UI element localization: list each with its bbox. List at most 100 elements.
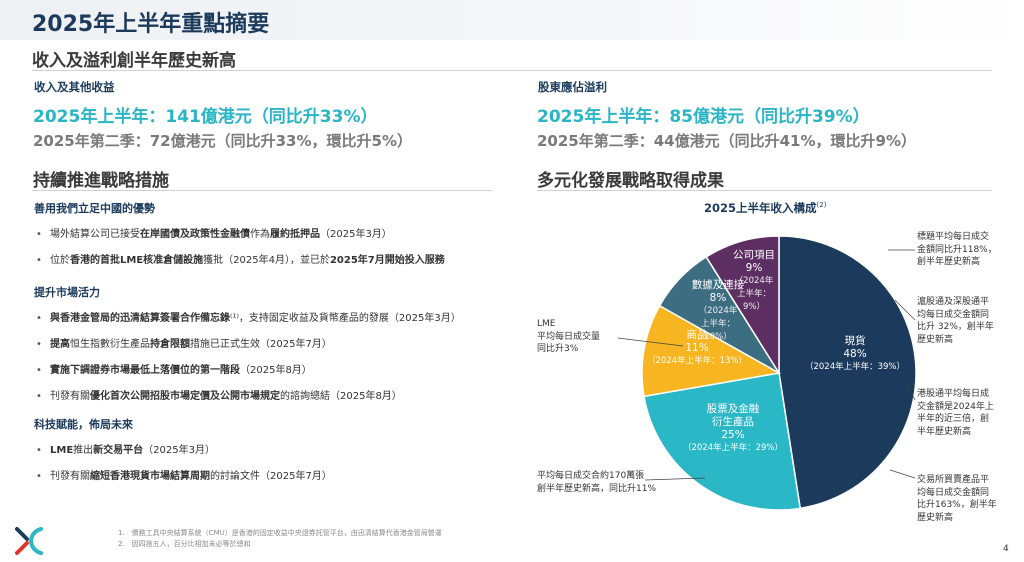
pie-label-line: 48% — [843, 348, 867, 360]
bullet-text: 刊發有關 — [50, 471, 90, 482]
pie-label-line: 公司項目 — [733, 249, 775, 261]
pie-label-line: 商品 — [686, 329, 708, 341]
annotation-line: 標題平均每日成交 — [917, 232, 990, 242]
annotation-line: 比升163%，創半年 — [917, 500, 997, 510]
strategy-group-title: 善用我們立足中國的優勢 — [34, 202, 155, 215]
pie-label-line: （2024年上半年：13%） — [646, 356, 748, 366]
leader-line — [644, 477, 706, 481]
pie-slice — [778, 235, 917, 510]
divider — [537, 190, 992, 191]
strategy-bullet: • 實施下調證券市場最低上落價位的第一階段（2025年8月） — [36, 361, 312, 376]
annotation-line: 滬股通及深股通平 — [917, 297, 990, 307]
strategy-bullet: • 位於香港的首批LME核准倉儲設施獲批（2025年4月），並已於2025年7月開… — [36, 251, 445, 266]
bullet-dot: • — [36, 471, 42, 482]
pie-slice — [705, 235, 780, 376]
bullet-dot: • — [36, 229, 42, 240]
annotation-line: 歷史新高 — [917, 512, 954, 523]
title-bar — [0, 0, 1024, 40]
pie-label-line: 25% — [721, 429, 745, 441]
pie-slice — [641, 304, 782, 398]
annotation-line: 金額同比升118%， — [917, 244, 997, 255]
divider — [32, 70, 992, 71]
pie-label-line: （2024年上半年：39%） — [804, 362, 906, 372]
bullet-text: 新交易平台 — [93, 445, 144, 456]
annotation-cash-4: 交易所買賣產品平 均每日成交金額同 比升163%，創半年 歷史新高 — [917, 474, 997, 524]
annotation-line: 比升 32%，創半年 — [917, 322, 994, 332]
bullet-text: 的諮詢總結（2025年8月） — [280, 391, 402, 402]
pie-slice — [643, 372, 802, 511]
bullet-text: 在岸國債及政策性金融債 — [140, 229, 250, 240]
bullet-text: ⁽¹⁾，支持固定收益及貨幣產品的發展（2025年3月） — [230, 313, 461, 324]
profit-h1: 2025年上半年：85億港元（同比升39%） — [537, 107, 870, 127]
bullet-text: 履約抵押品 — [270, 229, 320, 240]
annotation-line: LME — [537, 319, 556, 329]
bullet-dot: • — [36, 339, 42, 350]
bullet-text: 實施下調證券市場最低上落價位的第一階段 — [50, 365, 240, 376]
pie-label-line: 9% — [745, 262, 763, 274]
pie-label-line: 8% — [709, 292, 727, 304]
diversification-heading: 多元化發展戰略取得成果 — [537, 171, 724, 191]
annotation-cash-3: 港股通平均每日成 交金額是2024年上 半年的近三倍，創 半年歷史新高 — [917, 388, 994, 438]
pie-label-line: 現貨 — [844, 335, 866, 347]
strategy-group-title: 科技賦能，佈局未來 — [34, 418, 133, 431]
bullet-text: 作為 — [250, 229, 270, 240]
chart-title: 2025上半年收入構成(2) — [704, 200, 826, 216]
strategy-bullet: • 刊發有關縮短香港現貨市場結算周期的討論文件（2025年7月） — [36, 467, 332, 482]
bullet-text: 位於 — [50, 255, 70, 266]
pie-label-line: （2024年上半年：29%） — [682, 443, 784, 453]
annotation-line: 歷史新高 — [917, 334, 954, 345]
annotation-line: 均每日成交金額同 — [917, 487, 990, 498]
bullet-text: 香港的首批LME核准倉儲設施 — [70, 255, 204, 266]
pie-label-line: （2024年 — [698, 306, 738, 316]
bullet-dot: • — [36, 255, 42, 266]
annotation-line: 交金額是2024年上 — [917, 401, 994, 412]
pie-label-line: 數據及連接 — [691, 279, 745, 291]
profit-q2: 2025年第二季：44億港元（同比升41%，環比升9%） — [537, 132, 916, 150]
leader-line — [904, 379, 916, 401]
pie-label-line: 10%） — [704, 332, 732, 342]
annotation-lme: LME 平均每日成交量 同比升3% — [537, 318, 600, 356]
pie-label-line: 上半年： — [700, 319, 735, 329]
annotation-line: 創半年歷史新高，同比升11% — [537, 483, 657, 494]
strategy-bullet: • 刊發有關優化首次公開招股市場定價及公開市場規定的諮詢總結（2025年8月） — [36, 387, 402, 402]
leader-line — [889, 469, 916, 479]
annotation-cash-1: 標題平均每日成交 金額同比升118%， 創半年歷史新高 — [917, 231, 997, 269]
annotation-line: 平均每日成交量 — [537, 331, 601, 342]
bullet-text: （2025年3月） — [143, 445, 215, 456]
annotation-line: 均每日成交金額同 — [917, 309, 990, 320]
annotation-equity: 平均每日成交合約170萬張 創半年歷史新高，同比升11% — [537, 470, 656, 495]
bullet-text: 2025年7月開始投入服務 — [329, 255, 445, 266]
bullet-text: 推出 — [73, 445, 94, 456]
pie-label-line: 衍生產品 — [712, 416, 754, 428]
leader-line — [617, 337, 684, 347]
footnote-1: 1. 債務工具中央結算系統（CMU）是香港的固定收益中央證券託管平台，由迅清結算… — [118, 529, 442, 537]
bullet-dot: • — [36, 391, 42, 402]
bullet-text: （2025年8月） — [240, 365, 312, 376]
pie-label-commodities: 商品 11% （2024年上半年：13%） — [647, 329, 747, 368]
record-heading: 收入及溢利創半年歷史新高 — [32, 51, 236, 71]
bullet-text: 場外結算公司已接受 — [50, 229, 140, 240]
annotation-line: 半年的近三倍，創 — [917, 414, 990, 424]
strategy-heading: 持續推進戰略措施 — [33, 171, 169, 191]
bullet-dot: • — [36, 313, 42, 324]
annotation-line: 半年歷史新高 — [917, 426, 972, 437]
revenue-h1: 2025年上半年：141億港元（同比升33%） — [33, 107, 378, 127]
profit-label: 股東應佔溢利 — [538, 80, 607, 94]
pie-label-corporate: 公司項目 9% （2024年 上半年： 9%） — [733, 249, 775, 314]
bullet-text: 持倉限額 — [150, 339, 190, 350]
bullet-text: LME — [50, 445, 74, 456]
pie-label-equity: 股票及金融 衍生產品 25% （2024年上半年：29%） — [683, 403, 783, 455]
hkex-logo — [14, 526, 44, 556]
annotation-line: 港股通平均每日成 — [917, 389, 990, 399]
divider — [32, 190, 492, 191]
bullet-dot: • — [36, 365, 42, 376]
footnote-2: 2. 因四捨五入，百分比相加未必等於總和 — [118, 540, 251, 548]
bullet-text: 縮短香港現貨市場結算周期 — [90, 471, 210, 482]
chart-title-text: 2025上半年收入構成 — [704, 201, 817, 215]
revenue-q2: 2025年第二季：72億港元（同比升33%，環比升5%） — [33, 132, 412, 150]
pie-label-line: 9%） — [743, 302, 765, 312]
bullet-text: 恒生指數衍生產品 — [70, 339, 150, 350]
pie-label-data: 數據及連接 8% （2024年 上半年： 10%） — [692, 279, 745, 344]
bullet-text: 獲批（2025年4月），並已於 — [203, 255, 330, 266]
